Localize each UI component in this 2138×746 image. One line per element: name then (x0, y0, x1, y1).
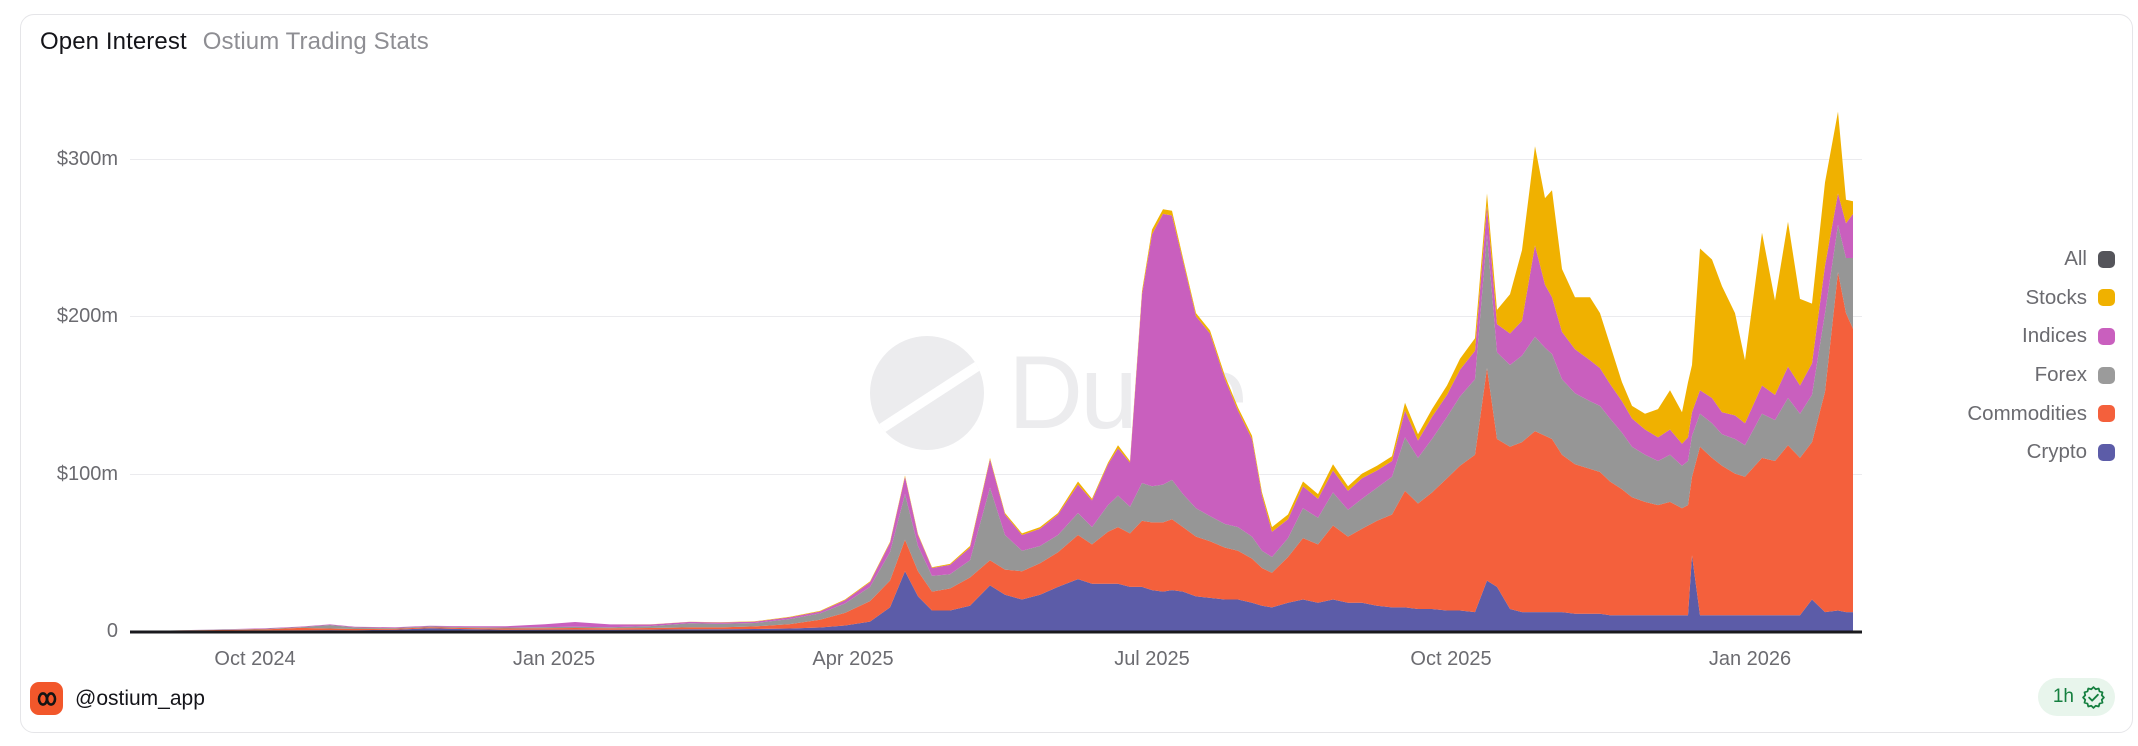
x-tick-label: Apr 2025 (812, 648, 894, 670)
legend-swatch-commodities (2098, 405, 2115, 423)
y-tick-label: $300m (56, 147, 118, 170)
y-tick-label: $200m (56, 305, 118, 328)
chart-legend: All Stocks Indices Forex Commodities Cry… (1967, 240, 2115, 472)
area-series-forex (150, 224, 1853, 631)
verified-seal-check-icon (2082, 685, 2105, 709)
legend-swatch-stocks (2098, 289, 2115, 307)
legend-swatch-all (2098, 250, 2115, 268)
legend-item-all[interactable]: All (1967, 240, 2115, 279)
attribution: @ostium_app (30, 682, 205, 715)
x-tick-label: Jul 2025 (1114, 648, 1190, 670)
legend-item-forex[interactable]: Forex (1967, 356, 2115, 395)
x-tick-label: Jan 2025 (512, 648, 596, 670)
data-freshness-badge[interactable]: 1h (2037, 678, 2115, 716)
x-tick-label: Oct 2024 (214, 648, 296, 670)
legend-swatch-indices (2098, 327, 2115, 345)
freshness-age: 1h (2052, 686, 2074, 707)
legend-item-indices[interactable]: Indices (1967, 317, 2115, 356)
legend-item-crypto[interactable]: Crypto (1967, 433, 2115, 472)
x-tick-label: Jan 2026 (1708, 648, 1792, 670)
legend-swatch-forex (2098, 366, 2115, 384)
legend-item-stocks[interactable]: Stocks (1967, 279, 2115, 318)
legend-swatch-crypto (2098, 443, 2115, 461)
area-series-crypto (150, 555, 1853, 631)
y-tick-label: 0 (106, 620, 118, 642)
card-header: Open Interest Ostium Trading Stats (40, 28, 429, 56)
y-tick-label: $100m (56, 462, 118, 485)
dune-logo-icon (870, 336, 984, 450)
x-tick-label: Oct 2025 (1410, 648, 1492, 670)
ostium-logo-icon (30, 682, 63, 715)
page-subtitle: Ostium Trading Stats (202, 28, 429, 55)
page-title: Open Interest (40, 28, 187, 55)
legend-item-commodities[interactable]: Commodities (1967, 394, 2115, 433)
twitter-handle-link[interactable]: @ostium_app (75, 686, 205, 710)
area-series-commodities (150, 272, 1853, 631)
